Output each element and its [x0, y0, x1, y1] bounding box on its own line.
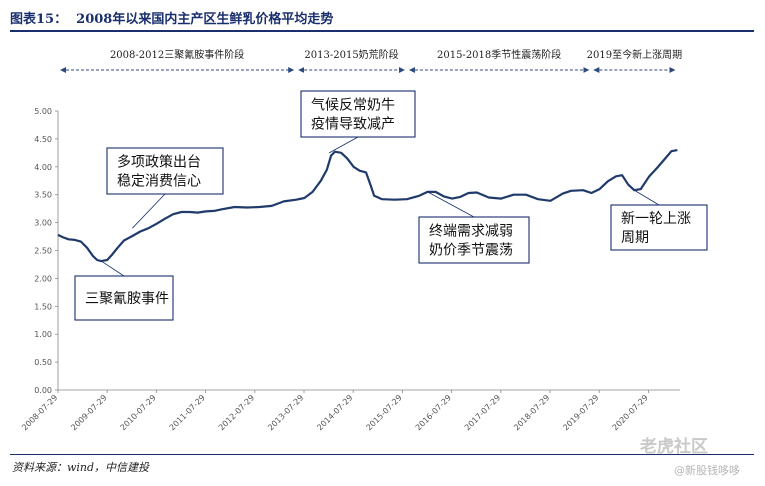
annotation-text: 疫情导致减产	[311, 117, 395, 133]
series-group	[57, 149, 678, 263]
phase-arrows: 2008-2012三聚氰胺事件阶段 2013-2015奶荒阶段 2015-2018季…	[60, 48, 682, 73]
x-tick-label: 2010-07-29	[119, 393, 158, 432]
title-rule	[10, 30, 754, 32]
annotation-box	[74, 275, 174, 321]
x-tick-label: 2020-07-29	[611, 393, 650, 432]
annotation-group: 三聚氰胺事件多项政策出台稳定消费信心气候反常奶牛疫情导致减产终端需求减弱奶价季节…	[74, 90, 708, 321]
watermark-logo: 老虎社区	[640, 437, 708, 457]
y-tick-label: 4.50	[34, 135, 52, 144]
x-tick-label: 2014-07-29	[315, 393, 354, 432]
annotation-box	[610, 204, 708, 251]
annotation-text: 新一轮上涨	[621, 211, 691, 227]
annotation-box	[300, 90, 416, 138]
chart-title: 图表15： 2008年以来国内主产区生鲜乳价格平均走势	[10, 12, 334, 27]
annotation-text: 稳定消费信心	[117, 174, 201, 190]
y-tick-label: 0.50	[34, 358, 52, 367]
x-tick-label: 2015-07-29	[365, 393, 404, 432]
annotation-text: 周期	[621, 230, 649, 246]
phase-label: 2015-2018季节性震荡阶段	[437, 48, 561, 61]
x-tick-label: 2016-07-29	[414, 393, 453, 432]
y-tick-label: 2.00	[34, 274, 52, 283]
y-tick-label: 3.50	[34, 191, 52, 200]
y-tick-label: 1.00	[34, 330, 52, 339]
phase-label: 2013-2015奶荒阶段	[304, 48, 398, 61]
annotation-leader	[634, 189, 660, 206]
x-tick-label: 2013-07-29	[266, 393, 305, 432]
phase-label: 2019至今新上涨周期	[587, 48, 682, 61]
footer-rule	[10, 454, 754, 455]
annotation-leader	[101, 260, 125, 277]
price-series-line	[57, 149, 678, 263]
y-tick-label: 5.00	[34, 107, 52, 116]
annotation-text: 多项政策出台	[117, 154, 201, 171]
y-tick-label: 2.50	[34, 247, 52, 256]
x-tick-label: 2011-07-29	[168, 393, 207, 432]
annotation-text: 气候反常奶牛	[311, 98, 395, 114]
watermark-handle: @新股钱哆哆	[674, 464, 740, 477]
annotation-leader	[328, 136, 359, 154]
x-tick-label: 2017-07-29	[463, 393, 502, 432]
x-tick-label: 2009-07-29	[69, 393, 108, 432]
y-axis: 0.00 0.50 1.00 1.50 2.00 2.50 3.00 3.50 4.00 4.50…	[34, 107, 59, 395]
source-note: 资料来源：wind，中信建投	[12, 461, 150, 474]
annotation-text: 终端需求减弱	[429, 224, 513, 240]
y-tick-label: 4.00	[34, 163, 52, 172]
y-tick-label: 3.00	[34, 219, 52, 228]
annotation-text: 奶价季节震荡	[429, 243, 513, 259]
x-axis: 2008-07-29 2009-07-29 2010-07-29 2011-07-29…	[20, 389, 680, 432]
annotation-text: 三聚氰胺事件	[85, 291, 169, 307]
y-tick-label: 1.50	[34, 302, 52, 311]
x-tick-label: 2018-07-29	[512, 393, 551, 432]
annotation-box	[106, 147, 224, 195]
x-tick-label: 2019-07-29	[561, 393, 600, 432]
annotation-callout: 三聚氰胺事件	[74, 260, 174, 321]
x-tick-label: 2012-07-29	[217, 393, 256, 432]
phase-label: 2008-2012三聚氰胺事件阶段	[110, 48, 244, 61]
x-tick-label: 2008-07-29	[20, 393, 59, 432]
y-tick-label: 0.00	[34, 386, 52, 395]
annotation-leader	[427, 191, 475, 218]
annotation-leader	[132, 193, 166, 229]
annotation-box	[418, 216, 530, 264]
